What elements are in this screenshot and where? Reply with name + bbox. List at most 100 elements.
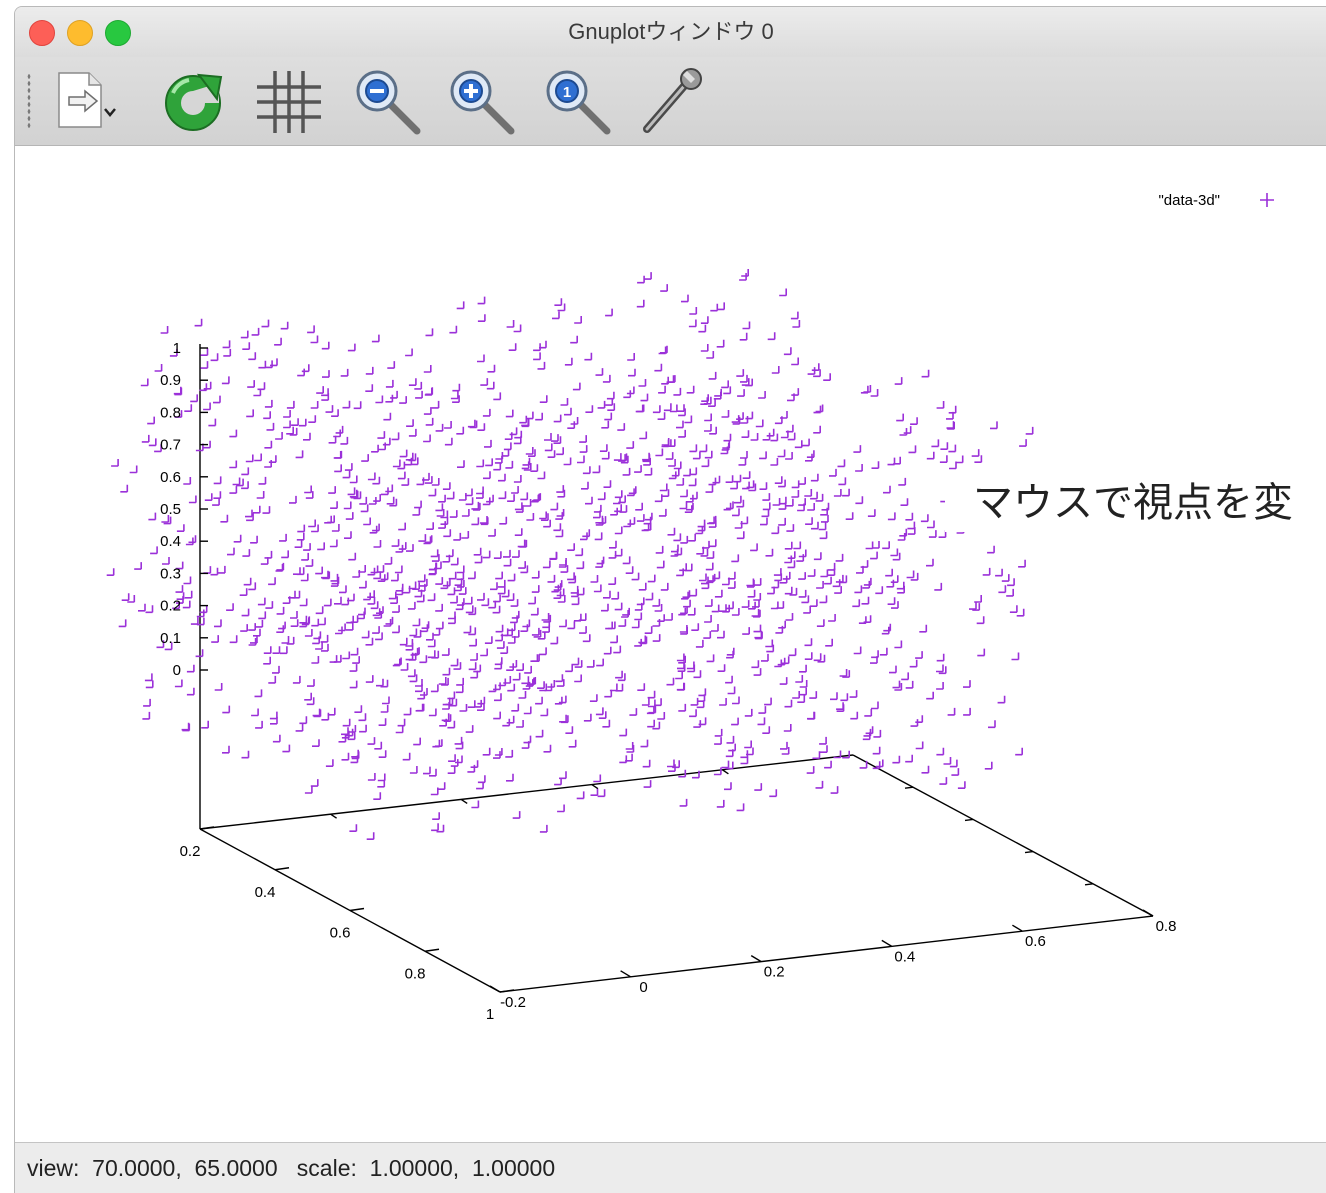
data-point bbox=[614, 602, 623, 611]
minimize-window-button[interactable] bbox=[67, 20, 93, 46]
data-point bbox=[431, 650, 440, 659]
data-point bbox=[805, 517, 813, 525]
data-point bbox=[211, 635, 219, 643]
data-point bbox=[892, 552, 901, 561]
data-point bbox=[423, 434, 431, 443]
data-point bbox=[567, 543, 575, 551]
data-point bbox=[365, 366, 374, 375]
data-point bbox=[257, 382, 266, 391]
export-button[interactable] bbox=[53, 67, 121, 135]
data-point bbox=[240, 624, 248, 632]
data-point bbox=[554, 298, 563, 306]
data-point bbox=[890, 548, 899, 557]
data-point bbox=[422, 472, 430, 481]
close-window-button[interactable] bbox=[29, 20, 55, 46]
data-point bbox=[416, 477, 425, 486]
data-point bbox=[438, 677, 447, 685]
data-point bbox=[705, 485, 714, 493]
data-point bbox=[481, 598, 490, 607]
data-point bbox=[852, 599, 861, 608]
data-point bbox=[371, 444, 379, 453]
data-point bbox=[245, 509, 253, 518]
toolbar-grip[interactable] bbox=[27, 73, 31, 129]
data-point bbox=[342, 470, 351, 479]
data-point bbox=[610, 635, 618, 644]
data-point bbox=[700, 548, 709, 557]
settings-button[interactable] bbox=[637, 67, 705, 135]
data-point bbox=[444, 421, 452, 429]
grid-button[interactable] bbox=[253, 67, 321, 135]
data-point bbox=[447, 766, 456, 774]
data-point bbox=[765, 639, 774, 648]
data-point bbox=[1011, 652, 1020, 661]
zoom-reset-button[interactable]: 1 bbox=[543, 67, 611, 135]
data-point bbox=[424, 476, 433, 484]
data-point bbox=[706, 351, 715, 359]
data-point bbox=[661, 438, 670, 446]
scatter-3d-plot[interactable]: 1 0.9 0.8 0.7 0.6 0.5 0.4 0.3 0.2 0.1 0 0.2 0.4 0.6 0.… bbox=[15, 146, 1326, 1142]
data-point bbox=[744, 740, 752, 749]
z-tick-label: 0.8 bbox=[160, 404, 181, 421]
data-point bbox=[507, 573, 516, 582]
data-point bbox=[689, 588, 698, 597]
title-bar[interactable]: Gnuplotウィンドウ 0 bbox=[15, 7, 1326, 57]
right-edge-tick bbox=[904, 786, 914, 789]
data-point bbox=[807, 711, 815, 720]
data-point bbox=[473, 547, 482, 556]
zoom-in-button[interactable] bbox=[447, 67, 515, 135]
data-point bbox=[828, 614, 836, 622]
data-point bbox=[372, 608, 381, 617]
data-point bbox=[798, 589, 807, 598]
data-point bbox=[1007, 578, 1015, 587]
zoom-window-button[interactable] bbox=[105, 20, 131, 46]
data-point bbox=[272, 734, 281, 743]
data-point bbox=[676, 682, 685, 691]
data-point bbox=[350, 755, 359, 764]
data-point bbox=[341, 727, 349, 736]
data-point bbox=[568, 575, 577, 584]
data-point bbox=[539, 395, 548, 403]
data-point bbox=[543, 519, 551, 528]
data-point bbox=[658, 508, 667, 517]
data-point bbox=[190, 617, 199, 625]
data-point bbox=[147, 416, 155, 425]
data-point bbox=[928, 530, 937, 538]
data-point bbox=[900, 498, 909, 506]
data-point bbox=[503, 558, 512, 567]
data-point bbox=[790, 311, 799, 320]
data-point bbox=[705, 562, 714, 571]
data-point bbox=[716, 799, 725, 808]
data-point bbox=[910, 572, 919, 581]
data-point bbox=[229, 486, 238, 494]
data-point bbox=[409, 674, 418, 683]
data-point bbox=[658, 346, 667, 355]
data-point bbox=[341, 597, 350, 606]
data-point bbox=[243, 577, 252, 586]
data-point bbox=[301, 364, 310, 373]
data-point bbox=[424, 387, 433, 396]
data-point bbox=[855, 496, 864, 505]
data-point bbox=[347, 732, 356, 741]
data-point bbox=[791, 480, 800, 489]
data-point bbox=[784, 541, 793, 550]
zoom-out-button[interactable] bbox=[353, 67, 421, 135]
data-point bbox=[631, 620, 640, 629]
y-tick-label: 0.6 bbox=[1025, 933, 1046, 950]
data-point bbox=[340, 436, 349, 445]
plot-area[interactable]: 1 0.9 0.8 0.7 0.6 0.5 0.4 0.3 0.2 0.1 0 0.2 0.4 0.6 0.… bbox=[15, 146, 1326, 1142]
data-point bbox=[467, 764, 476, 773]
data-point bbox=[145, 680, 154, 689]
data-point bbox=[338, 623, 346, 632]
replot-button[interactable] bbox=[159, 67, 227, 135]
data-point bbox=[712, 571, 721, 580]
data-point bbox=[582, 529, 591, 538]
data-point bbox=[342, 651, 351, 660]
data-point bbox=[823, 373, 831, 381]
data-point bbox=[905, 680, 914, 689]
data-point bbox=[311, 618, 320, 627]
data-point bbox=[689, 709, 697, 718]
data-point bbox=[602, 719, 611, 728]
data-point bbox=[558, 560, 567, 568]
data-point bbox=[229, 429, 238, 438]
data-point bbox=[275, 564, 284, 572]
